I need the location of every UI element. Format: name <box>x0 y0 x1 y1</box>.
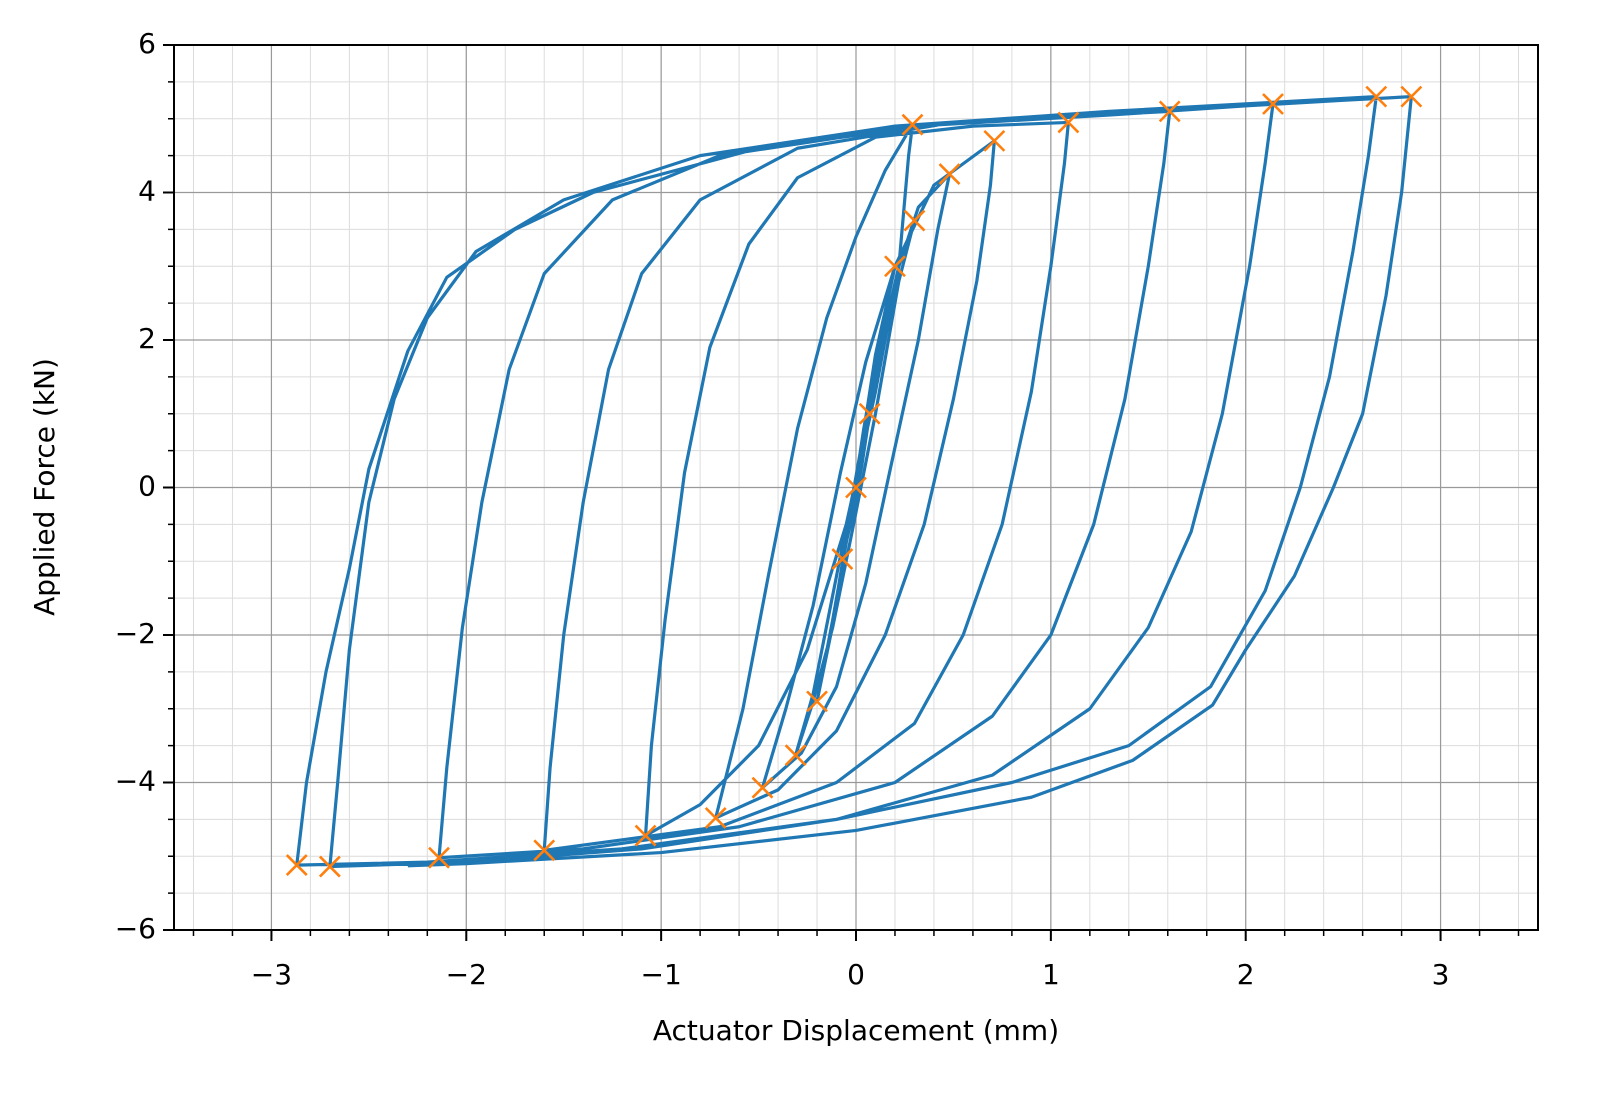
data-point-marker <box>751 776 774 799</box>
x-tick-label: 1 <box>1042 958 1060 991</box>
data-point-marker <box>845 476 867 499</box>
x-tick-label: 3 <box>1432 958 1450 991</box>
data-point-marker <box>1365 85 1388 108</box>
grid <box>174 44 1538 931</box>
plot-area <box>285 85 1423 878</box>
y-tick-label: 6 <box>138 27 156 60</box>
data-line <box>295 95 1413 869</box>
data-point-marker <box>806 690 828 713</box>
y-tick-label: −2 <box>115 617 156 650</box>
y-tick-label: −4 <box>115 765 156 798</box>
y-tick-label: 0 <box>138 470 156 503</box>
data-point-marker <box>858 402 881 425</box>
x-tick-label: −2 <box>446 958 487 991</box>
x-tick-label: −3 <box>251 958 292 991</box>
data-point-marker <box>938 163 961 185</box>
data-point-marker <box>903 209 926 232</box>
data-point-marker <box>704 806 727 829</box>
data-point-marker <box>634 824 657 847</box>
data-point-marker <box>285 854 308 877</box>
data-point-marker <box>318 855 341 878</box>
x-tick-label: 0 <box>847 958 865 991</box>
data-point-marker <box>1262 93 1284 115</box>
y-axis-label: Applied Force (kN) <box>28 358 61 616</box>
y-tick-label: −6 <box>115 912 156 945</box>
data-point-marker <box>428 846 450 869</box>
data-point-marker <box>831 548 854 570</box>
data-point-marker <box>784 744 807 767</box>
x-axis-label: Actuator Displacement (mm) <box>653 1014 1059 1047</box>
data-point-marker <box>1057 111 1080 134</box>
x-tick-label: 2 <box>1237 958 1255 991</box>
data-point-marker <box>901 113 924 136</box>
x-tick-label: −1 <box>641 958 682 991</box>
y-tick-label: 4 <box>138 175 156 208</box>
data-point-marker <box>983 129 1006 152</box>
data-point-marker <box>884 255 906 278</box>
data-point-marker <box>1400 85 1423 108</box>
data-point-marker <box>1158 100 1181 123</box>
y-tick-label: 2 <box>138 322 156 355</box>
data-point-marker <box>533 839 556 862</box>
